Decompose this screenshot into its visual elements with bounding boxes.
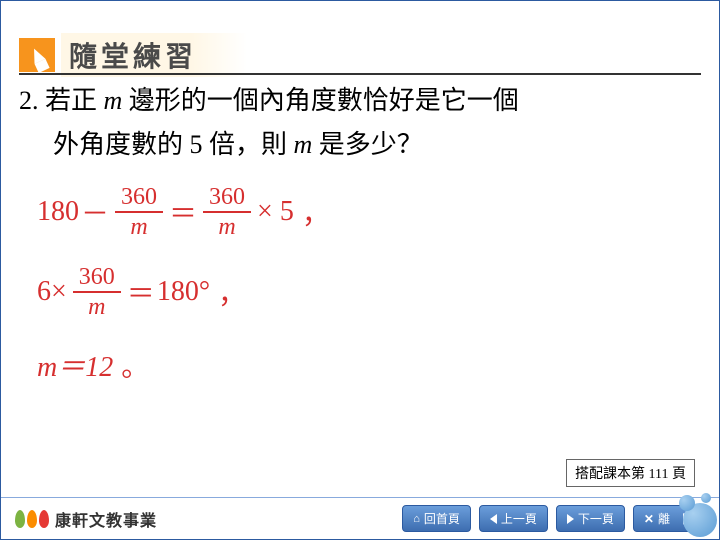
triangle-right-icon — [567, 514, 574, 524]
close-icon: ✕ — [644, 512, 654, 526]
logo-text: 康軒文教事業 — [55, 507, 157, 531]
section-title: 隨堂練習 — [61, 33, 247, 77]
equation-1: 180 － 360 m ＝ 360 m × 5 ， — [37, 185, 701, 239]
logo-mark-icon — [15, 510, 49, 528]
section-header: 隨堂練習 — [19, 33, 247, 77]
equation-3: m＝12 。 — [37, 345, 701, 385]
content-area: 2. 若正 m 邊形的一個內角度數恰好是它一個 外角度數的 5 倍，則 m 是多… — [19, 79, 701, 411]
question-line2b: 是多少？ — [312, 130, 423, 159]
question-text: 2. 若正 m 邊形的一個內角度數恰好是它一個 外角度數的 5 倍，則 m 是多… — [19, 79, 701, 167]
textbook-page-note: 搭配課本第 111 頁 — [566, 459, 695, 487]
home-button[interactable]: ⌂ 回首頁 — [402, 505, 471, 532]
variable-m: m — [104, 86, 123, 115]
variable-m-2: m — [294, 130, 313, 159]
next-button[interactable]: 下一頁 — [556, 505, 625, 532]
question-line1b: 邊形的一個內角度數恰好是它一個 — [122, 86, 519, 115]
triangle-left-icon — [490, 514, 497, 524]
question-line2a: 外角度數的 5 倍，則 — [53, 130, 294, 159]
header-divider — [19, 73, 701, 75]
prev-button[interactable]: 上一頁 — [479, 505, 548, 532]
equation-2: 6× 360 m ＝ 180° ， — [37, 265, 701, 319]
fraction-3: 360 m — [73, 265, 121, 319]
home-icon: ⌂ — [413, 513, 420, 525]
corner-decoration — [671, 491, 717, 537]
footer-bar: 康軒文教事業 ⌂ 回首頁 上一頁 下一頁 ✕ 離 開 — [1, 497, 719, 539]
page-container: 隨堂練習 2. 若正 m 邊形的一個內角度數恰好是它一個 外角度數的 5 倍，則… — [0, 0, 720, 540]
publisher-logo: 康軒文教事業 — [15, 507, 394, 531]
fraction-1: 360 m — [115, 185, 163, 239]
fraction-2: 360 m — [203, 185, 251, 239]
question-number: 2. — [19, 86, 39, 115]
pencil-icon — [19, 38, 55, 72]
question-line1a: 若正 — [45, 86, 104, 115]
solution-block: 180 － 360 m ＝ 360 m × 5 ， 6× 360 m — [19, 185, 701, 385]
